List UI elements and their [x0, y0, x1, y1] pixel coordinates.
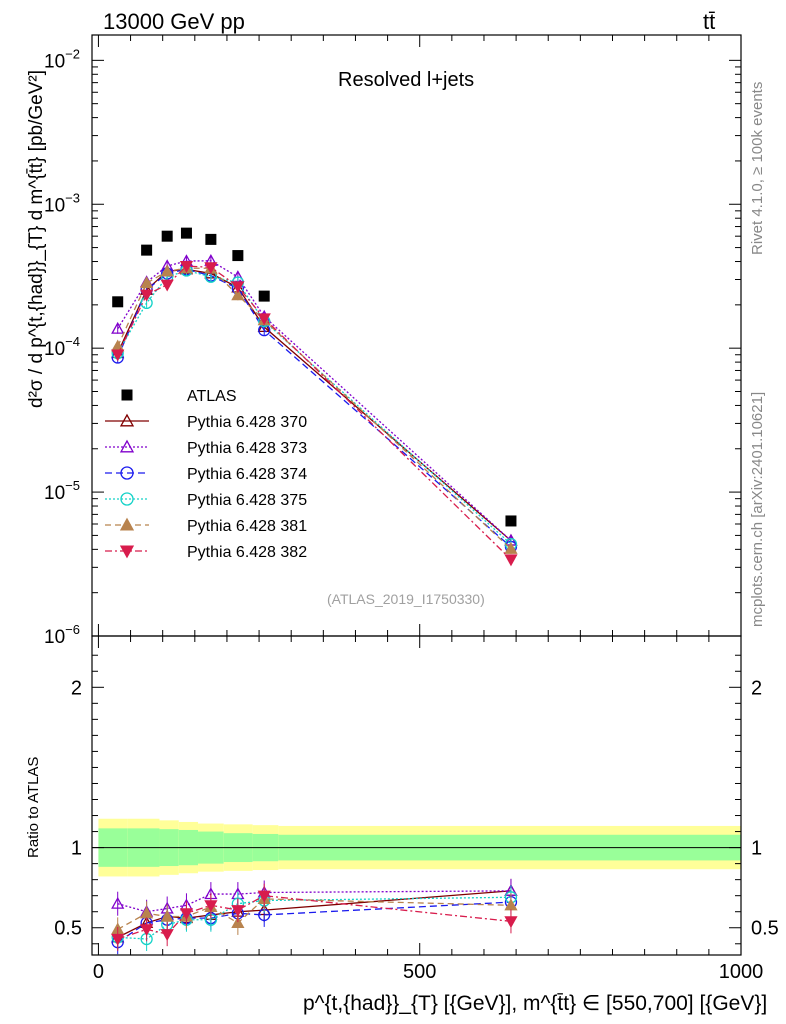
mc-marker-ratio	[204, 900, 218, 913]
mc-marker-main	[504, 542, 518, 554]
legend-marker	[120, 492, 134, 506]
mc-marker-main	[504, 554, 518, 567]
ratio-tick-label-right: 2	[751, 677, 762, 699]
ratio-axis-title: Ratio to ATLAS	[25, 757, 42, 858]
y-axis-title: d²σ / d p^{t,{had}}_{T} d m^{t̄t} [pb/Ge…	[26, 70, 47, 408]
legend-label: Pythia 6.428 373	[187, 440, 307, 457]
legend-marker	[120, 466, 134, 480]
mc-marker-main	[111, 349, 125, 362]
y-tick-label: 10−3	[44, 190, 80, 216]
y-tick-label: 10−2	[44, 46, 80, 72]
mc-curve-main	[117, 268, 512, 542]
atlas-data-point	[161, 230, 173, 242]
mc-marker-main	[257, 313, 271, 326]
mc-curve-main	[117, 268, 512, 548]
legend-label: Pythia 6.428 375	[187, 492, 307, 509]
x-tick-label: 1000	[719, 961, 764, 983]
mcplots-source-label: mcplots.cern.ch [arXiv:2401.10621]	[749, 392, 766, 627]
legend-atlas-marker	[121, 389, 133, 401]
mc-marker-main	[160, 279, 174, 292]
mc-marker-main	[231, 281, 245, 294]
legend-marker	[119, 439, 135, 453]
legend-label: Pythia 6.428 382	[187, 544, 307, 561]
ratio-tick-label: 0.5	[54, 918, 82, 940]
mc-marker-ratio	[504, 916, 518, 929]
rivet-version-label: Rivet 4.1.0, ≥ 100k events	[749, 82, 766, 255]
mc-marker-main	[179, 261, 194, 273]
legend-label: Pythia 6.428 370	[187, 414, 307, 431]
mc-marker-main	[140, 289, 154, 302]
x-axis-title: p^{t,{had}}_{T} [{GeV}], m^{t̄t} ∈ [550,…	[303, 992, 767, 1015]
ratio-tick-label: 2	[71, 677, 82, 699]
atlas-data-point	[258, 290, 270, 302]
y-tick-label: 10−5	[44, 478, 80, 504]
ratio-tick-label-right: 1	[751, 838, 762, 860]
mc-marker-main	[160, 264, 174, 277]
ratio-tick-label-right: 0.5	[751, 918, 779, 940]
legend-label: Pythia 6.428 374	[187, 466, 307, 483]
mc-marker-ratio	[140, 924, 154, 937]
mc-marker-ratio	[160, 909, 174, 922]
mc-marker-ratio	[179, 908, 194, 921]
header-left-title: 13000 GeV pp	[103, 9, 245, 34]
mc-curve-main	[117, 269, 512, 545]
analysis-watermark: (ATLAS_2019_I1750330)	[327, 591, 485, 607]
x-tick-label: 0	[93, 961, 104, 983]
y-tick-label: 10−4	[44, 334, 80, 360]
legend-label: Pythia 6.428 381	[187, 518, 307, 535]
mc-curve-ratio	[117, 896, 511, 940]
mc-marker-ratio	[111, 896, 125, 909]
atlas-data-point	[180, 227, 192, 239]
atlas-data-point	[505, 515, 517, 527]
atlas-data-point	[205, 233, 217, 245]
mc-curve-main	[117, 260, 512, 542]
legend-marker	[119, 413, 135, 427]
x-tick-label: 500	[403, 961, 436, 983]
atlas-data-point	[112, 296, 124, 308]
mc-marker-ratio	[231, 905, 245, 917]
atlas-data-point	[232, 250, 244, 262]
mc-marker-ratio	[231, 916, 245, 928]
mc-curve-ratio	[117, 901, 511, 943]
mc-marker-main	[111, 321, 125, 334]
ratio-plot-frame	[91, 635, 742, 956]
mc-curve-ratio	[117, 895, 512, 940]
mc-marker-ratio	[160, 929, 174, 941]
mc-marker-ratio	[111, 933, 125, 946]
y-tick-label: 10−6	[44, 622, 80, 648]
legend-marker	[119, 545, 135, 559]
header-right-title: tt̄	[703, 9, 715, 34]
chart-title: Resolved l+jets	[338, 69, 474, 91]
legend-marker	[119, 517, 135, 531]
mc-curve-main	[117, 267, 512, 550]
mc-curve-main	[117, 265, 512, 560]
mc-marker-ratio	[257, 890, 271, 903]
mc-marker-main	[140, 276, 154, 289]
mc-marker-main	[204, 262, 218, 275]
atlas-data-point	[141, 244, 153, 256]
mc-marker-main	[231, 288, 245, 301]
ratio-tick-label: 1	[71, 838, 82, 860]
legend-atlas-label: ATLAS	[187, 388, 237, 405]
